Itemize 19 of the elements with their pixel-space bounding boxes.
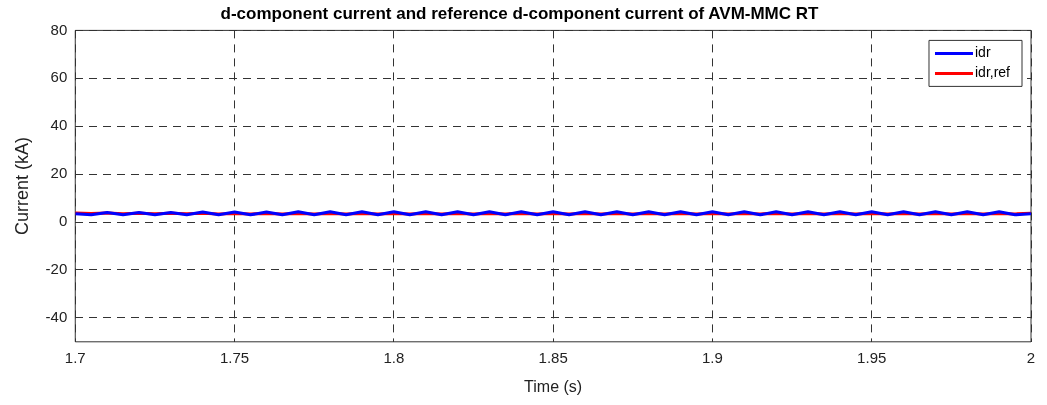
y-tick-label: 80 [50, 20, 68, 38]
legend-label: idr [974, 44, 991, 61]
y-tick-label: -40 [45, 307, 68, 325]
y-tick-label: 20 [50, 164, 68, 182]
y-tick-label: 40 [50, 116, 68, 134]
chart-title: d-component current and reference d-component current of AVM-MMC RT [220, 3, 820, 23]
x-tick-label: 1.8 [383, 348, 405, 366]
x-tick-label: 1.75 [219, 348, 250, 366]
x-tick-label: 2 [1026, 348, 1036, 366]
x-tick-label: 1.7 [64, 348, 86, 366]
x-tick-label: 1.85 [538, 348, 568, 366]
y-tick-label: 0 [58, 212, 68, 230]
x-axis-title: Time (s) [524, 377, 583, 395]
y-tick-label: 60 [50, 68, 68, 86]
y-tick-label: -20 [45, 260, 68, 278]
y-axis-title: Current (kA) [11, 137, 32, 236]
x-tick-label: 1.9 [702, 348, 723, 366]
legend-label: idr,ref [974, 64, 1011, 81]
x-tick-label: 1.95 [857, 348, 887, 366]
